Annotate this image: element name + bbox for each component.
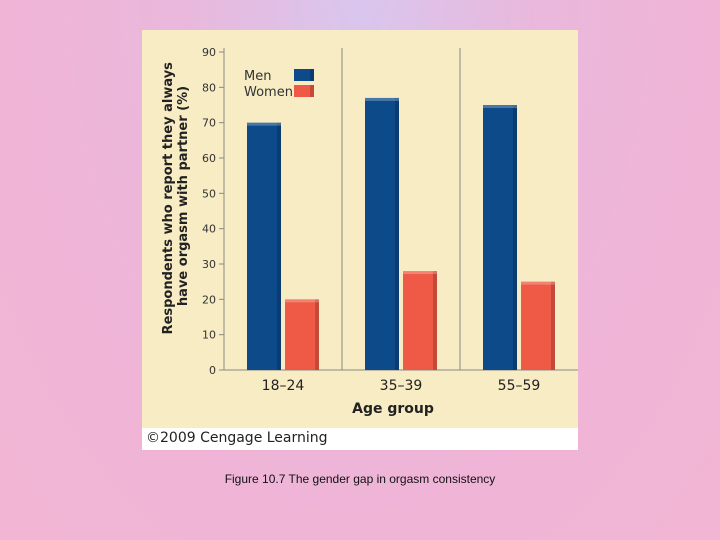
bar-highlight: [285, 299, 319, 303]
bar-women: [403, 271, 437, 370]
bar-highlight: [483, 105, 517, 108]
figure-caption: Figure 10.7 The gender gap in orgasm con…: [224, 472, 496, 486]
bar-highlight: [365, 97, 399, 101]
bar-shade: [277, 122, 281, 371]
chart-figure: 0 10 20 30 40 50 60 70 80 90 18–24 35–39 55–59 Men W…: [142, 30, 578, 450]
x-axis-label: Age group: [352, 401, 434, 417]
y-tick-label: 30: [202, 258, 216, 271]
bar-shade: [395, 97, 399, 370]
legend-swatch-men: [294, 69, 314, 81]
bar-shade: [551, 281, 555, 370]
y-tick-label: 10: [202, 329, 216, 342]
bar-highlight: [403, 271, 437, 275]
bar-shade: [513, 105, 517, 370]
y-tick-label: 20: [202, 293, 216, 306]
y-tick-label: 60: [202, 152, 216, 165]
bar-shade: [433, 271, 437, 370]
y-tick-label: 50: [202, 187, 216, 200]
bar-shade: [315, 299, 319, 370]
y-tick-label: 80: [202, 81, 216, 94]
x-tick-label: 35–39: [380, 378, 423, 394]
legend-label-women: Women: [244, 85, 293, 100]
y-axis-label: Respondents who report they always have …: [161, 58, 191, 335]
y-tick-label: 40: [202, 223, 216, 236]
bar-men: [365, 97, 399, 370]
grid-lines: [223, 48, 578, 371]
bar-men: [247, 122, 281, 371]
y-tick-labels: 0 10 20 30 40 50 60 70 80 90: [202, 46, 224, 377]
copyright-bar: ©2009 Cengage Learning: [142, 428, 578, 450]
bar-highlight: [521, 281, 555, 285]
y-tick-label: 90: [202, 46, 216, 59]
legend-label-men: Men: [244, 69, 271, 84]
x-tick-labels: 18–24 35–39 55–59: [262, 378, 541, 394]
legend-swatch-shade: [310, 69, 314, 81]
copyright-text: ©2009 Cengage Learning: [146, 430, 328, 446]
y-axis-label-line-2: have orgasm with partner (%): [176, 86, 191, 306]
bars: [247, 97, 555, 371]
bar-men: [483, 105, 517, 370]
y-axis-label-line-1: Respondents who report they always: [161, 62, 176, 335]
y-tick-label: 0: [209, 364, 216, 377]
y-tick-label: 70: [202, 117, 216, 130]
bar-women: [285, 299, 319, 370]
legend-swatch-shade: [310, 85, 314, 97]
x-tick-label: 18–24: [262, 378, 305, 394]
bar-chart: 0 10 20 30 40 50 60 70 80 90 18–24 35–39 55–59 MenW…: [161, 46, 578, 417]
x-tick-label: 55–59: [498, 378, 541, 394]
bar-highlight: [247, 122, 281, 126]
bar-women: [521, 281, 555, 370]
legend-swatch-women: [294, 85, 314, 97]
